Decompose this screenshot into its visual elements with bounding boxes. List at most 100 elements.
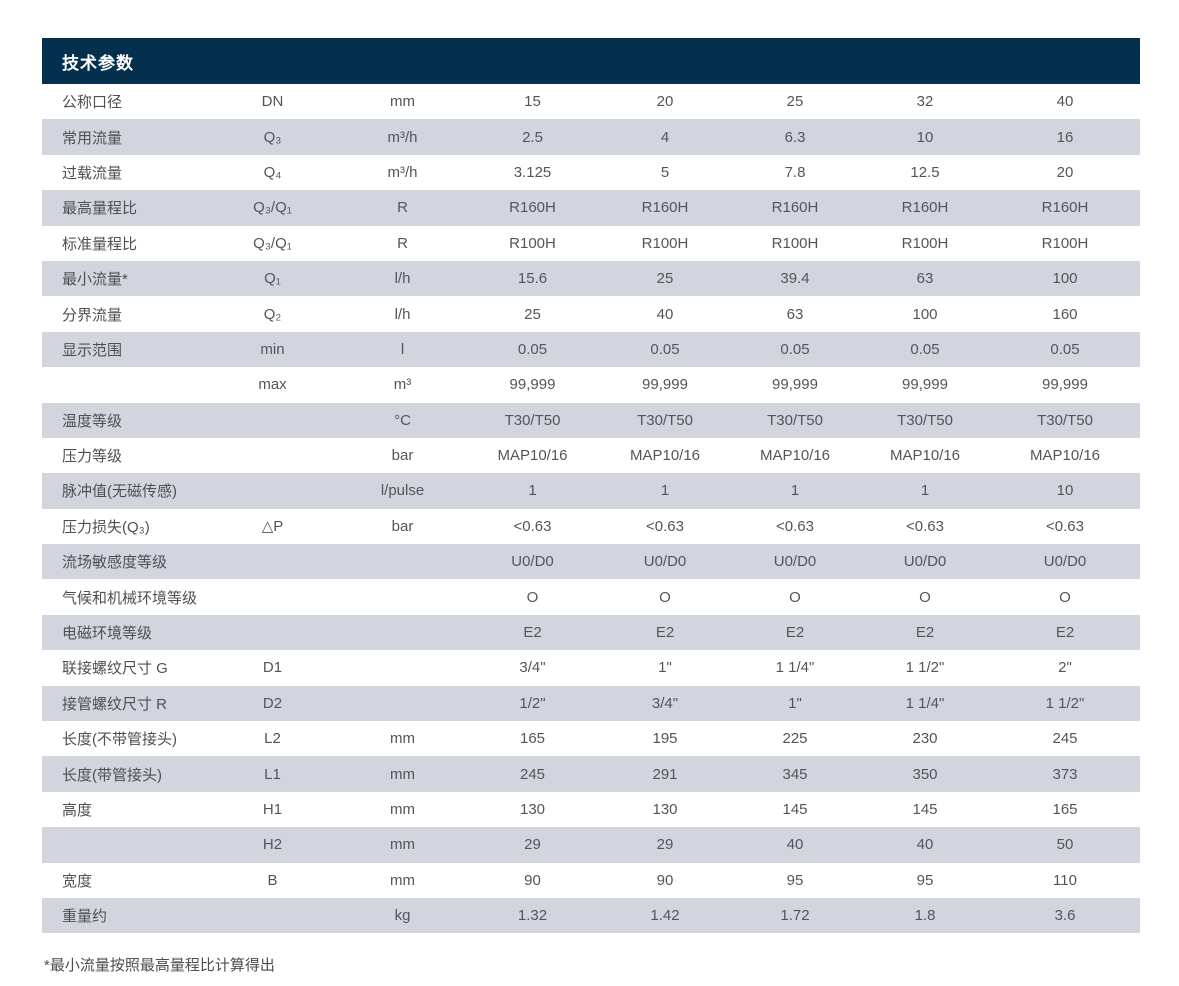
row-label: 电磁环境等级 [42, 614, 205, 651]
table-row: 标准量程比 Q₃/Q₁ R R100H R100H R100H R100H R100H [42, 226, 1140, 261]
row-value: R100H [1041, 234, 1089, 252]
row-value: 29 [465, 827, 600, 863]
row-value: <0.63 [513, 517, 552, 535]
row-value: 0.05 [990, 331, 1140, 368]
row-label: 重量约 [42, 897, 205, 934]
row-value: MAP10/16 [759, 447, 831, 465]
spec-table: 公称口径 DN mm 15 20 25 32 40 常用流量 Q₃ m³/h 2.5 4 6.3 10 16 过… [42, 84, 1140, 934]
row-value: R100H [901, 234, 949, 252]
row-unit: mm [390, 801, 415, 818]
row-value: 0.05 [730, 331, 860, 368]
row-value: O [789, 588, 801, 606]
row-symbol: min [205, 331, 340, 368]
row-unit: m³/h [387, 163, 418, 181]
table-row: 高度 H1 mm 130 130 145 145 165 [42, 792, 1140, 827]
row-value: U0/D0 [860, 544, 990, 580]
row-value: O [1059, 588, 1071, 606]
row-value: 40 [656, 305, 674, 323]
row-value: 3/4" [519, 659, 546, 677]
row-label: 公称口径 [62, 94, 123, 112]
row-unit: kg [340, 897, 465, 934]
table-row: 接管螺纹尺寸 R D2 1/2" 3/4" 1" 1 1/4" 1 1/2" [42, 685, 1140, 722]
table-row: 脉冲值(无磁传感) l/pulse 1 1 1 1 10 [42, 473, 1140, 509]
row-symbol: H2 [205, 827, 340, 863]
row-value: T30/T50 [730, 402, 860, 438]
row-value: 32 [916, 93, 934, 111]
row-value: 2" [1058, 659, 1072, 677]
row-value: 6.3 [730, 119, 860, 155]
row-unit: mm [390, 871, 415, 889]
row-value: <0.63 [906, 517, 944, 535]
row-symbol: △P [261, 518, 284, 536]
table-title: 技术参数 [62, 53, 134, 73]
row-value: 1" [730, 685, 860, 722]
row-value: 20 [1056, 163, 1074, 181]
row-value: 99,999 [902, 376, 948, 394]
table-row: 长度(不带管接头) L2 mm 165 195 225 230 245 [42, 721, 1140, 756]
row-value: U0/D0 [465, 544, 600, 580]
row-value: MAP10/16 [629, 447, 701, 465]
row-unit: R [397, 234, 408, 252]
row-value: 0.05 [600, 331, 730, 368]
row-symbol: H1 [262, 801, 283, 818]
row-symbol [205, 544, 340, 580]
table-row: 最小流量* Q₁ l/h 15.6 25 39.4 63 100 [42, 260, 1140, 297]
row-label: 气候和机械环境等级 [62, 589, 198, 607]
table-row: 气候和机械环境等级 O O O O O [42, 579, 1140, 614]
row-value: MAP10/16 [1029, 447, 1101, 465]
row-value: 1 1/4" [775, 659, 815, 677]
row-value: 1/2" [465, 685, 600, 722]
row-value: 90 [656, 871, 674, 889]
row-value: 20 [656, 93, 674, 111]
row-label: 流场敏感度等级 [42, 544, 205, 580]
row-label: 标准量程比 [62, 235, 138, 253]
row-value: 165 [1052, 801, 1078, 818]
row-value: R160H [990, 190, 1140, 226]
row-value: 145 [912, 801, 938, 818]
row-label: 脉冲值(无磁传感) [42, 473, 205, 509]
row-value: 245 [465, 756, 600, 792]
row-value: E2 [465, 614, 600, 651]
row-value: 230 [912, 730, 938, 748]
table-row: 流场敏感度等级 U0/D0 U0/D0 U0/D0 U0/D0 U0/D0 [42, 544, 1140, 580]
row-value: 160 [1052, 305, 1078, 323]
row-value: T30/T50 [860, 402, 990, 438]
row-unit [340, 650, 465, 685]
footnote: *最小流量按照最高量程比计算得出 [44, 957, 275, 974]
row-value: 1 [730, 473, 860, 509]
row-value: <0.63 [776, 517, 814, 535]
row-value: 1.42 [600, 897, 730, 934]
row-symbol: DN [261, 93, 284, 111]
row-value: O [526, 588, 539, 606]
row-value: 99,999 [642, 376, 688, 394]
row-value: 3.125 [513, 163, 552, 181]
row-unit: l/pulse [340, 473, 465, 509]
row-unit [340, 685, 465, 722]
row-value: U0/D0 [600, 544, 730, 580]
row-value: 25 [600, 260, 730, 297]
row-value: U0/D0 [990, 544, 1140, 580]
table-row: 电磁环境等级 E2 E2 E2 E2 E2 [42, 614, 1140, 651]
row-value: R160H [465, 190, 600, 226]
row-value: 1.8 [860, 897, 990, 934]
row-symbol: Q₂ [263, 305, 282, 323]
row-unit: mm [390, 93, 415, 111]
row-value: 350 [860, 756, 990, 792]
row-symbol: Q₁ [205, 260, 340, 297]
row-label: 显示范围 [42, 331, 205, 368]
row-symbol [205, 473, 340, 509]
row-symbol: Q₃/Q₁ [205, 190, 340, 226]
row-value: 2.5 [465, 119, 600, 155]
row-label: 压力损失(Q₃) [62, 518, 150, 536]
row-value: 7.8 [784, 163, 806, 181]
row-value: 25 [524, 305, 541, 323]
row-value: O [919, 588, 931, 606]
row-value: 1 [860, 473, 990, 509]
row-unit: mm [390, 730, 415, 748]
row-value: 130 [519, 801, 546, 818]
row-value: 145 [782, 801, 808, 818]
row-value: 10 [860, 119, 990, 155]
row-symbol: max [258, 376, 287, 394]
row-value: 5 [660, 163, 670, 181]
